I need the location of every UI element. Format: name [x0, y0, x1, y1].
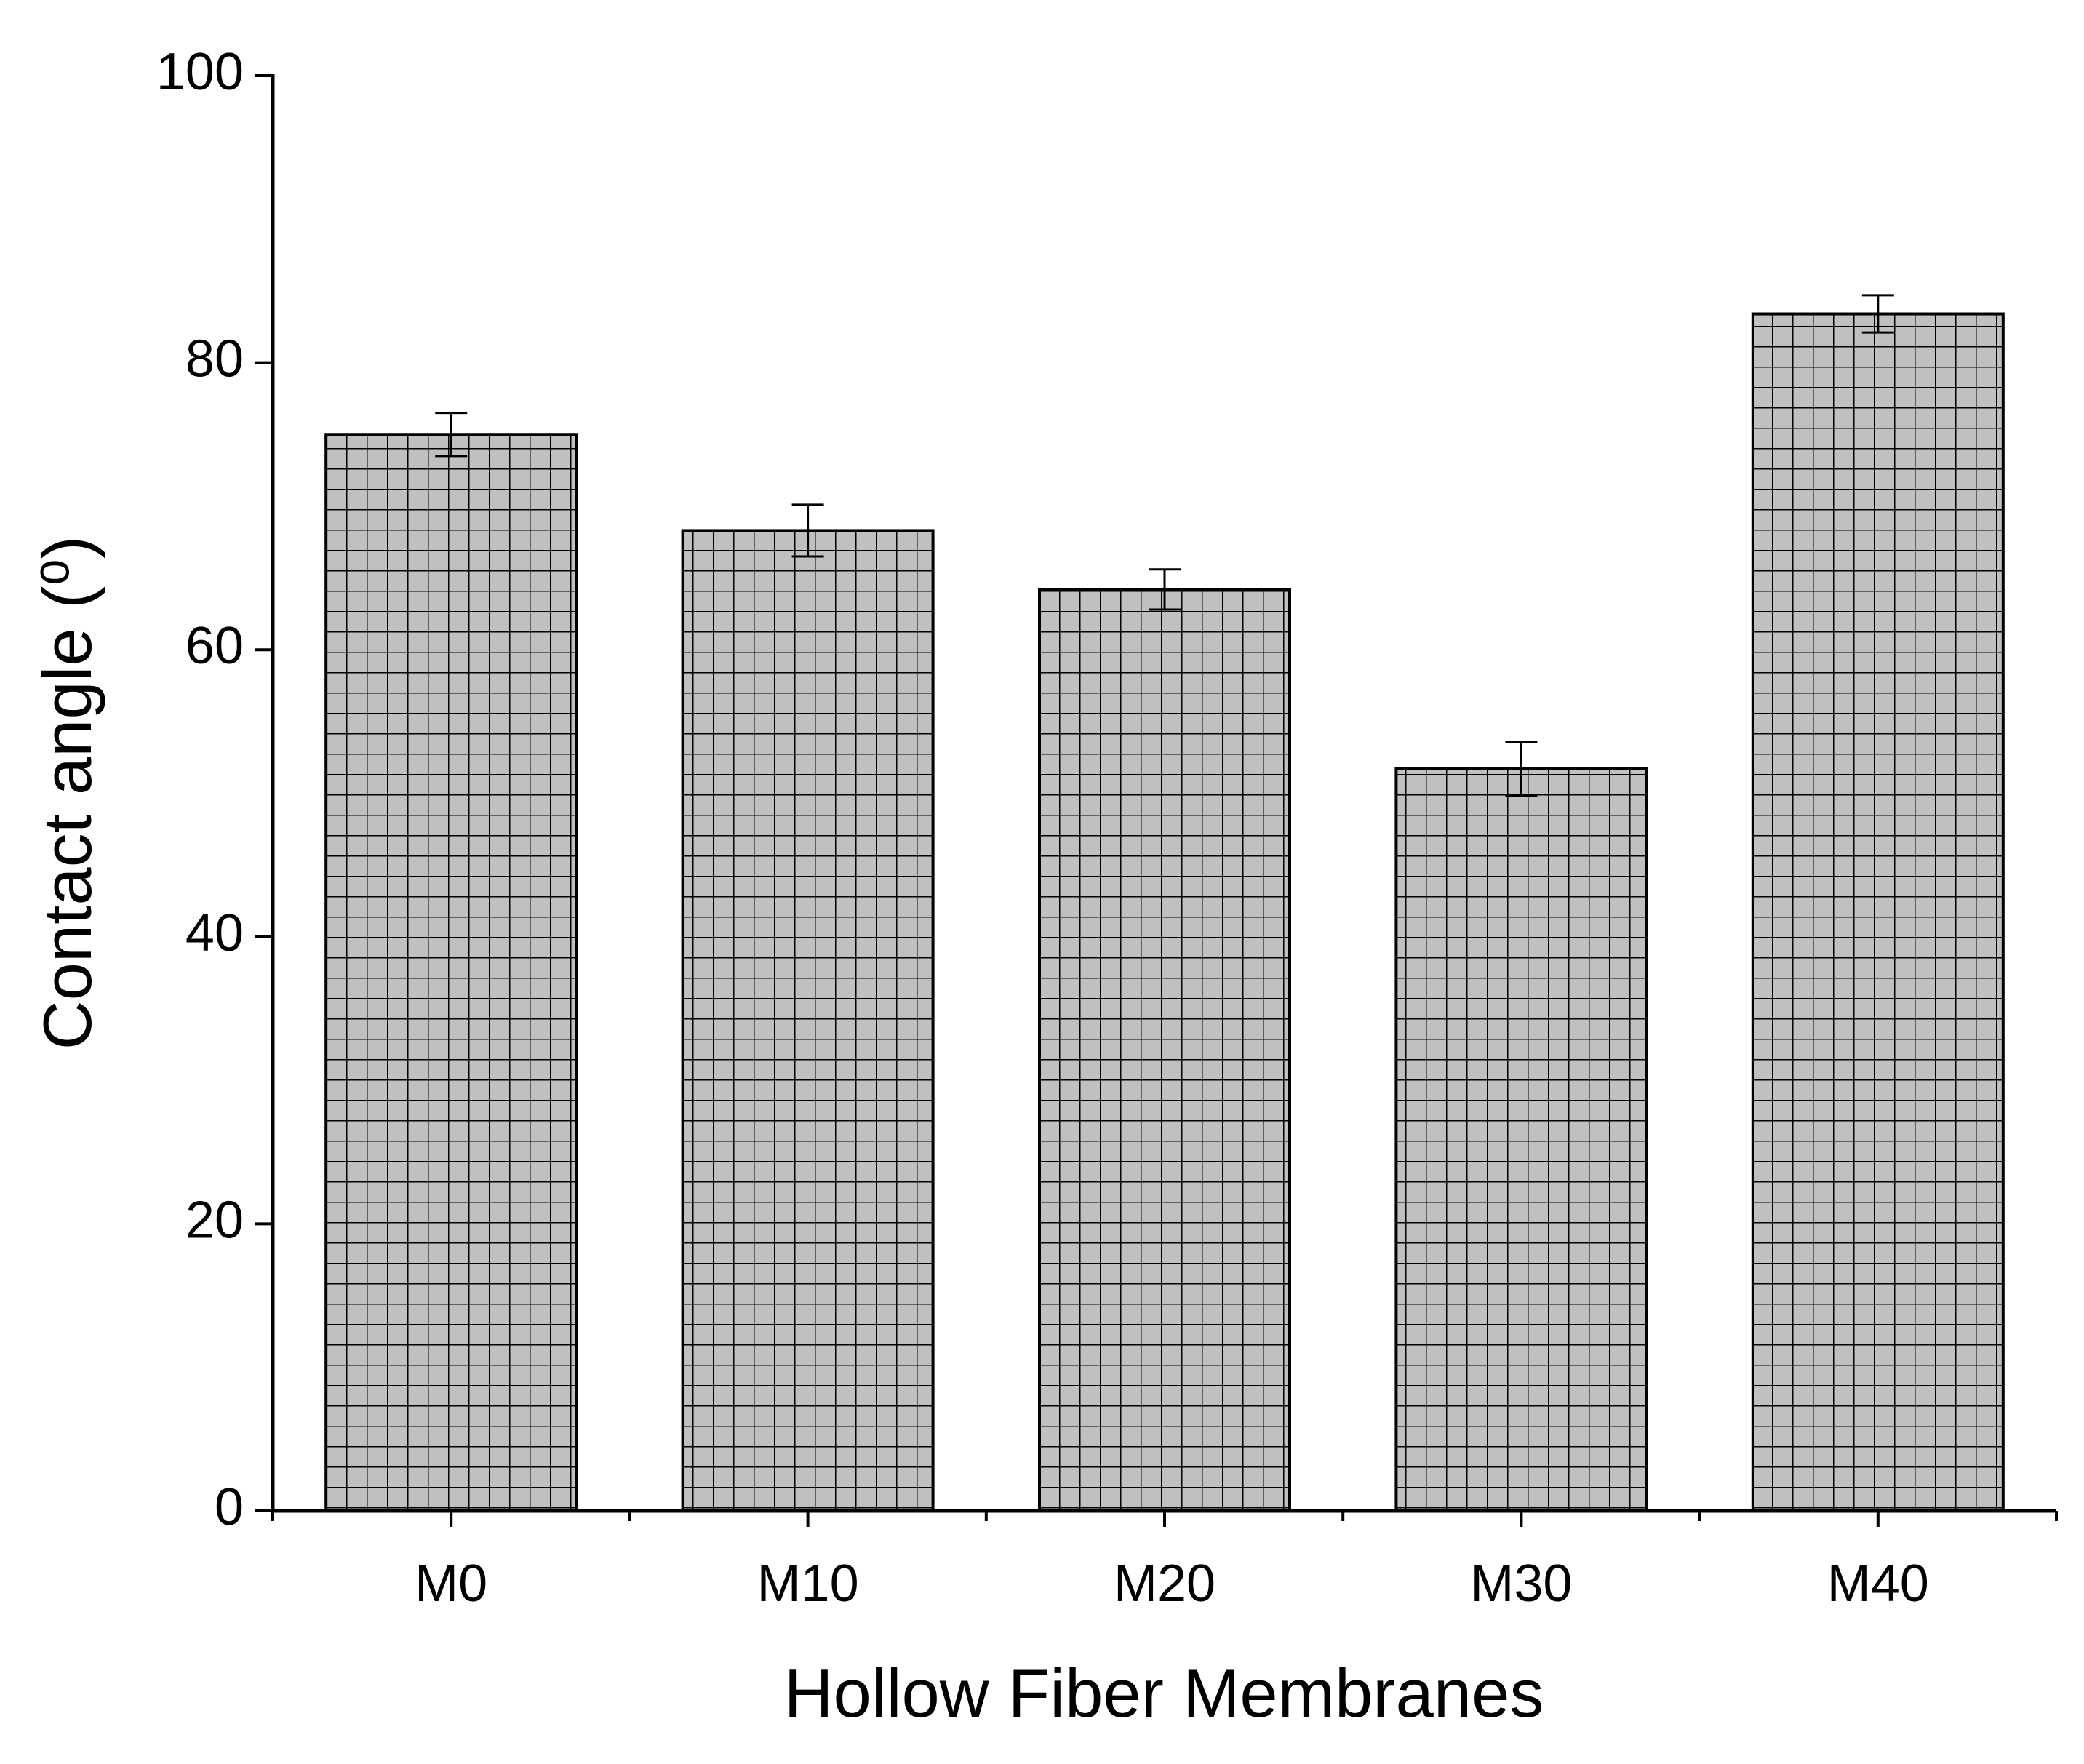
- y-tick-label: 80: [185, 330, 244, 388]
- x-tick-label: M10: [757, 1555, 859, 1613]
- y-axis-title: Contact angle (⁰): [29, 536, 105, 1050]
- error-bar: [1149, 568, 1181, 611]
- x-axis-title: Hollow Fiber Membranes: [784, 1655, 1544, 1731]
- bar: [1038, 588, 1291, 1512]
- error-bar: [1861, 294, 1894, 334]
- bar: [1751, 312, 2005, 1513]
- error-bar: [1505, 740, 1538, 797]
- y-tick-label: 100: [156, 43, 244, 101]
- x-tick-label: M0: [415, 1555, 487, 1613]
- bar: [324, 433, 578, 1512]
- y-tick-label: 40: [185, 904, 244, 962]
- x-tick-label: M20: [1114, 1555, 1215, 1613]
- bar: [681, 529, 935, 1512]
- y-tick-label: 60: [185, 617, 244, 675]
- error-bar: [791, 503, 824, 558]
- x-tick-label: M40: [1827, 1555, 1929, 1613]
- bar: [1394, 767, 1648, 1512]
- x-tick-label: M30: [1470, 1555, 1572, 1613]
- y-tick-label: 20: [185, 1191, 244, 1249]
- y-tick-label: 0: [215, 1478, 244, 1536]
- error-bar: [435, 412, 468, 458]
